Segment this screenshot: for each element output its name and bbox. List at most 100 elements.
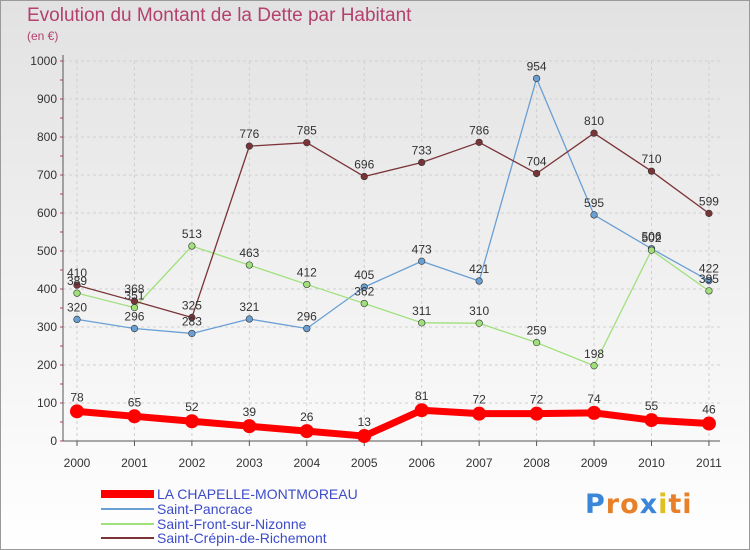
data-point-saint-crepin-de-richemont — [188, 313, 196, 322]
data-point-la-chapelle-montmoreau — [472, 406, 487, 421]
data-label-saint-crepin-de-richemont: 710 — [641, 152, 661, 166]
data-label-saint-crepin-de-richemont: 733 — [412, 143, 432, 157]
data-label-saint-pancrace: 421 — [469, 262, 489, 276]
y-tick-label: 600 — [37, 206, 57, 220]
data-point-la-chapelle-montmoreau — [587, 405, 602, 420]
data-point-saint-front-sur-nizonne — [360, 299, 368, 308]
y-tick-label: 0 — [50, 434, 57, 448]
series-line-saint-crepin-de-richemont — [76, 132, 710, 319]
legend-label-saint-front-sur-nizonne: Saint-Front-sur-Nizonne — [157, 516, 307, 532]
data-label-saint-pancrace: 296 — [297, 310, 317, 324]
data-label-saint-pancrace: 954 — [527, 59, 547, 73]
data-label-la-chapelle-montmoreau: 39 — [243, 405, 257, 419]
logo-letter: i — [658, 489, 669, 520]
series-line-saint-pancrace — [76, 77, 710, 335]
data-label-la-chapelle-montmoreau: 74 — [587, 392, 601, 406]
x-tick-label: 2008 — [523, 456, 550, 470]
chart-subtitle: (en €) — [27, 29, 59, 43]
proxiti-logo: Proxiti — [585, 489, 693, 520]
data-point-saint-crepin-de-richemont — [590, 129, 598, 137]
data-point-saint-front-sur-nizonne — [475, 319, 483, 327]
data-point-saint-crepin-de-richemont — [532, 169, 541, 178]
data-label-la-chapelle-montmoreau: 72 — [472, 393, 486, 407]
data-point-saint-pancrace — [418, 257, 426, 265]
logo-letter: i — [682, 489, 693, 520]
data-point-saint-front-sur-nizonne — [418, 319, 426, 327]
data-point-la-chapelle-montmoreau — [184, 414, 199, 429]
data-label-saint-pancrace: 296 — [124, 310, 144, 324]
y-tick-label: 1000 — [30, 54, 57, 68]
x-tick-label: 2002 — [179, 456, 206, 470]
data-label-saint-pancrace: 422 — [699, 262, 719, 276]
data-point-saint-front-sur-nizonne — [647, 246, 656, 254]
data-point-saint-front-sur-nizonne — [705, 287, 713, 295]
data-point-la-chapelle-montmoreau — [414, 403, 429, 418]
data-label-saint-crepin-de-richemont: 410 — [67, 266, 87, 280]
data-point-saint-pancrace — [188, 329, 196, 338]
data-point-saint-front-sur-nizonne — [590, 362, 598, 370]
x-tick-label: 2005 — [351, 456, 378, 470]
data-point-la-chapelle-montmoreau — [644, 413, 659, 428]
data-point-saint-crepin-de-richemont — [705, 209, 713, 217]
data-label-la-chapelle-montmoreau: 46 — [702, 403, 716, 417]
x-tick-label: 2007 — [466, 456, 493, 470]
y-tick-label: 200 — [37, 358, 57, 372]
data-point-la-chapelle-montmoreau — [242, 419, 257, 434]
data-label-saint-crepin-de-richemont: 810 — [584, 114, 604, 128]
data-point-la-chapelle-montmoreau — [70, 404, 84, 419]
data-label-saint-front-sur-nizonne: 351 — [124, 289, 144, 303]
data-label-saint-crepin-de-richemont: 786 — [469, 123, 489, 137]
x-tick-label: 2010 — [638, 456, 665, 470]
y-tick-label: 500 — [37, 244, 57, 258]
data-point-saint-crepin-de-richemont — [418, 158, 426, 167]
data-label-saint-pancrace: 283 — [182, 314, 202, 328]
data-label-la-chapelle-montmoreau: 72 — [530, 393, 544, 407]
logo-letter: P — [585, 489, 606, 520]
data-label-saint-pancrace: 473 — [412, 242, 432, 256]
data-label-saint-front-sur-nizonne: 311 — [412, 304, 431, 318]
data-point-saint-pancrace — [303, 324, 311, 333]
y-tick-label: 400 — [37, 282, 57, 296]
series-line-la-chapelle-montmoreau — [76, 406, 710, 440]
data-label-saint-pancrace: 321 — [239, 300, 259, 314]
data-label-la-chapelle-montmoreau: 13 — [358, 415, 372, 429]
legend-label-la-chapelle-montmoreau: LA CHAPELLE-MONTMOREAU — [157, 486, 358, 502]
data-label-saint-crepin-de-richemont: 368 — [124, 282, 144, 296]
data-point-saint-front-sur-nizonne — [303, 280, 311, 289]
x-tick-label: 2011 — [696, 456, 722, 470]
data-label-saint-front-sur-nizonne: 502 — [641, 231, 661, 245]
x-tick-label: 2009 — [581, 456, 608, 470]
data-point-saint-crepin-de-richemont — [475, 138, 483, 146]
logo-letter: r — [605, 489, 621, 520]
y-tick-label: 300 — [37, 320, 57, 334]
data-point-saint-crepin-de-richemont — [130, 297, 139, 305]
data-label-saint-front-sur-nizonne: 389 — [67, 274, 87, 288]
data-point-la-chapelle-montmoreau — [357, 429, 372, 444]
data-point-saint-crepin-de-richemont — [647, 167, 656, 175]
data-label-saint-front-sur-nizonne: 310 — [469, 304, 489, 318]
legend-label-saint-pancrace: Saint-Pancrace — [157, 501, 253, 517]
data-point-saint-crepin-de-richemont — [73, 281, 81, 289]
data-label-saint-crepin-de-richemont: 776 — [239, 127, 259, 141]
x-tick-label: 2000 — [64, 456, 91, 470]
logo-letter: t — [668, 489, 683, 520]
data-label-la-chapelle-montmoreau: 55 — [645, 399, 659, 413]
y-tick-label: 100 — [37, 396, 57, 410]
x-tick-label: 2003 — [236, 456, 263, 470]
y-tick-label: 800 — [37, 130, 57, 144]
data-point-saint-front-sur-nizonne — [245, 261, 253, 269]
data-label-saint-front-sur-nizonne: 513 — [182, 227, 202, 241]
x-tick-label: 2004 — [293, 456, 320, 470]
series-line-saint-front-sur-nizonne — [76, 245, 710, 367]
data-label-saint-pancrace: 320 — [67, 300, 87, 314]
logo-letter: o — [620, 489, 640, 520]
data-point-saint-crepin-de-richemont — [245, 142, 253, 150]
data-label-saint-crepin-de-richemont: 704 — [527, 154, 547, 168]
data-label-la-chapelle-montmoreau: 52 — [185, 400, 199, 414]
data-label-saint-pancrace: 595 — [584, 196, 604, 210]
data-point-saint-pancrace — [705, 277, 713, 285]
logo-letter: x — [639, 489, 659, 520]
data-point-la-chapelle-montmoreau — [127, 409, 142, 424]
